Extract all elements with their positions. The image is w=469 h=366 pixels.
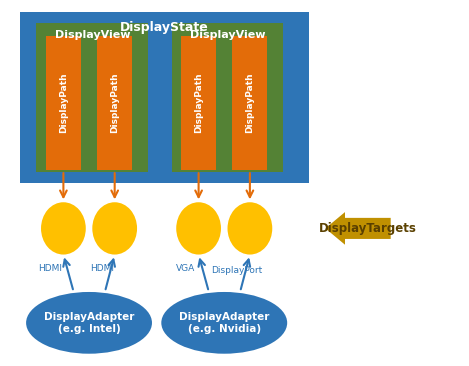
Text: DisplayPath: DisplayPath (245, 73, 254, 133)
Ellipse shape (92, 202, 137, 255)
Text: DisplayAdapter
(e.g. Intel): DisplayAdapter (e.g. Intel) (44, 312, 134, 334)
Ellipse shape (176, 202, 221, 255)
Ellipse shape (41, 202, 86, 255)
Text: DisplayTargets: DisplayTargets (319, 222, 417, 235)
Text: DisplayPath: DisplayPath (110, 73, 119, 133)
Ellipse shape (227, 202, 272, 255)
Text: VGA: VGA (176, 264, 195, 273)
Text: HDMI: HDMI (38, 264, 62, 273)
FancyBboxPatch shape (20, 12, 309, 183)
Polygon shape (325, 212, 391, 245)
Ellipse shape (26, 292, 152, 354)
Text: DisplayAdapter
(e.g. Nvidia): DisplayAdapter (e.g. Nvidia) (179, 312, 269, 334)
Text: HDMI: HDMI (90, 264, 113, 273)
Ellipse shape (161, 292, 287, 354)
FancyBboxPatch shape (37, 23, 148, 172)
Text: DisplayPort: DisplayPort (211, 266, 263, 275)
FancyBboxPatch shape (232, 36, 267, 170)
FancyBboxPatch shape (97, 36, 132, 170)
Text: DisplayState: DisplayState (120, 21, 209, 34)
Text: DisplayPath: DisplayPath (194, 73, 203, 133)
FancyBboxPatch shape (45, 36, 81, 170)
Text: DisplayView: DisplayView (54, 30, 130, 40)
Text: DisplayView: DisplayView (190, 30, 265, 40)
FancyBboxPatch shape (181, 36, 216, 170)
FancyBboxPatch shape (172, 23, 283, 172)
Text: DisplayPath: DisplayPath (59, 73, 68, 133)
